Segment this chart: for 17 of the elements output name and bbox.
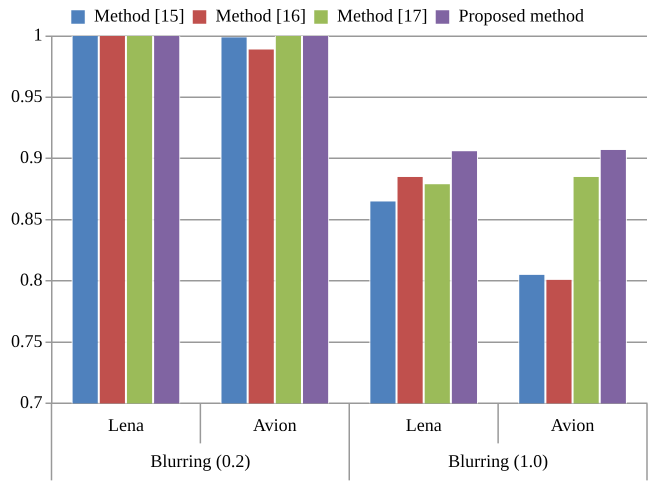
y-tick-label: 0.75 — [11, 330, 42, 351]
y-tick-label: 1 — [34, 24, 42, 45]
y-tick-label: 0.95 — [11, 86, 42, 106]
legend-label: Method [15] — [94, 6, 185, 26]
y-tick-label: 0.9 — [20, 147, 42, 168]
x-tick-label: Lena — [108, 414, 144, 435]
legend-label: Method [16] — [216, 6, 306, 26]
x-tick-label: Avion — [252, 414, 297, 435]
y-tick-label: 0.8 — [20, 270, 42, 290]
legend-label: Method [17] — [336, 6, 428, 26]
legend-label: Proposed method — [458, 6, 584, 26]
x-tick-label: Lena — [406, 414, 442, 435]
y-tick-label: 0.85 — [11, 208, 42, 228]
text: Blurring (1.0) — [448, 451, 548, 472]
text: Blurring (0.2) — [150, 451, 250, 472]
y-tick-label: 0.7 — [20, 392, 42, 412]
x-tick-label: Avion — [550, 414, 594, 435]
